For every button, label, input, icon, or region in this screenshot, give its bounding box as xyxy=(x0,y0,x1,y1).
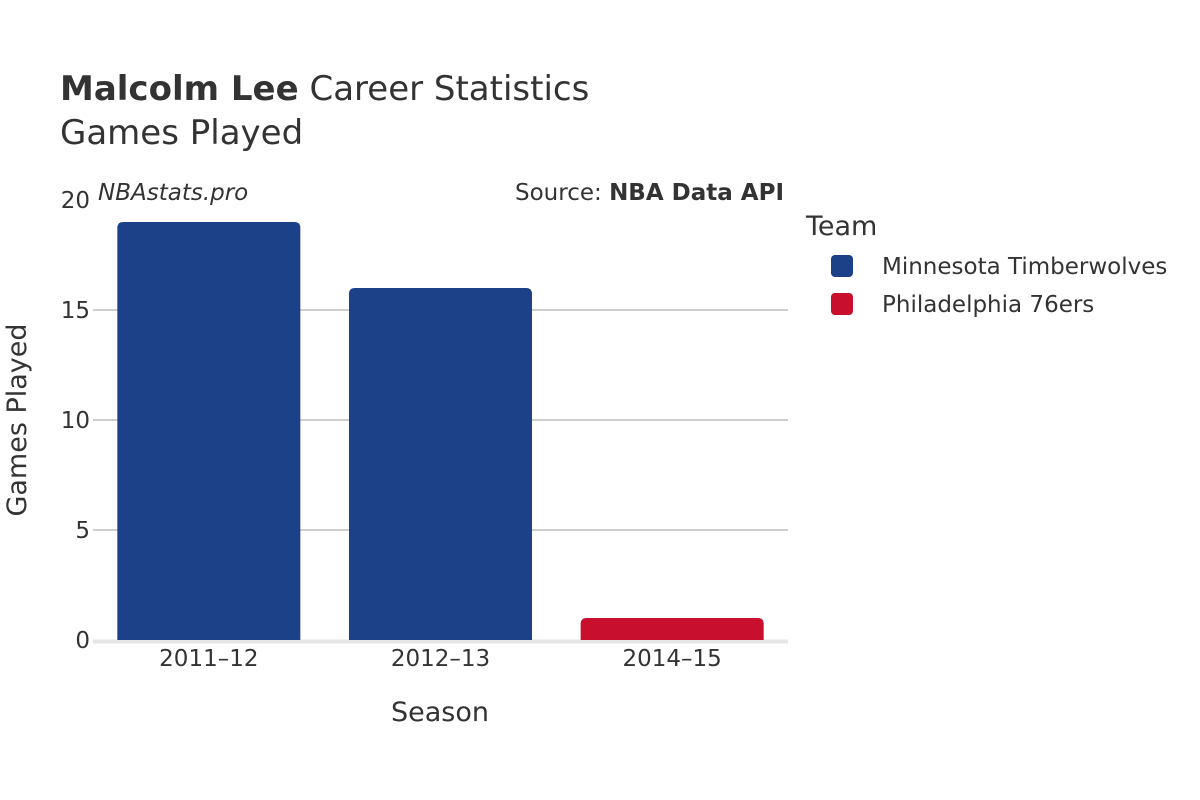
y-tick-label: 15 xyxy=(61,298,90,324)
chart-subtitle: Games Played xyxy=(60,113,303,153)
chart-title-player: Malcolm Lee xyxy=(60,69,299,109)
watermark-text: NBAstats.pro xyxy=(98,180,248,206)
y-axis-title: Games Played xyxy=(2,323,33,516)
bar-2014–15[interactable] xyxy=(580,618,764,640)
y-tick-label: 20 xyxy=(61,188,90,214)
legend-items: Minnesota Timberwolves Philadelphia 76ers xyxy=(831,254,1167,318)
x-tick-label: 2012–13 xyxy=(391,646,490,672)
bar-2012–13[interactable] xyxy=(348,288,533,640)
legend-label: Philadelphia 76ers xyxy=(882,292,1094,318)
x-tick-label: 2014–15 xyxy=(623,646,722,672)
y-tick-label: 0 xyxy=(75,628,90,654)
legend-swatch xyxy=(831,255,853,277)
x-axis-title: Season xyxy=(391,697,489,728)
source-text: Source: NBA Data API xyxy=(515,180,784,206)
chart-title-rest: Career Statistics xyxy=(299,69,590,109)
source-prefix: Source: xyxy=(515,180,609,206)
bar-2011–12[interactable] xyxy=(117,222,301,640)
y-tick-label: 10 xyxy=(61,408,90,434)
source-name: NBA Data API xyxy=(609,180,784,206)
legend: Team Minnesota Timberwolves Philadelphia … xyxy=(805,211,1167,318)
legend-title: Team xyxy=(805,211,877,242)
bar-series xyxy=(117,222,764,640)
legend-item[interactable]: Minnesota Timberwolves xyxy=(831,254,1167,280)
legend-swatch xyxy=(831,293,853,315)
y-axis-ticks: 0 5 10 15 20 xyxy=(61,188,90,654)
x-tick-label: 2011–12 xyxy=(159,646,258,672)
y-tick-label: 5 xyxy=(75,518,90,544)
legend-label: Minnesota Timberwolves xyxy=(882,254,1167,280)
chart-title: Malcolm Lee Career Statistics xyxy=(60,69,589,109)
legend-item[interactable]: Philadelphia 76ers xyxy=(831,292,1094,318)
x-axis-ticks: 2011–12 2012–13 2014–15 xyxy=(159,646,722,672)
